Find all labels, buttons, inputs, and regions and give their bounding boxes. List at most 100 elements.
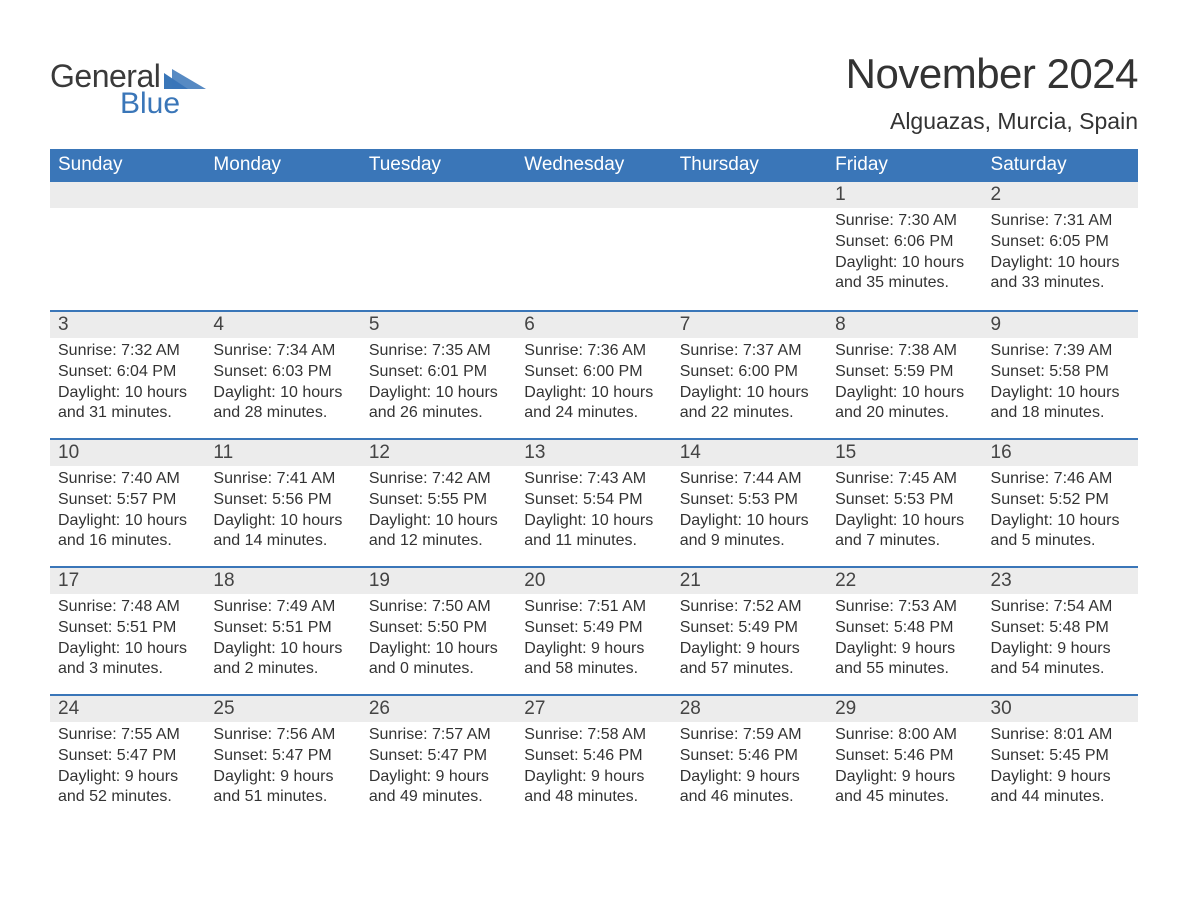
day-details: Sunrise: 8:00 AMSunset: 5:46 PMDaylight:…	[827, 722, 982, 820]
daylight-text: Daylight: 9 hours and 44 minutes.	[991, 767, 1130, 809]
daylight-text: Daylight: 10 hours and 22 minutes.	[680, 383, 819, 425]
day-number: 24	[50, 696, 205, 722]
calendar-header-cell: Wednesday	[516, 149, 671, 182]
sunset-text: Sunset: 5:49 PM	[680, 618, 819, 639]
sunset-text: Sunset: 5:46 PM	[680, 746, 819, 767]
daylight-text: Daylight: 10 hours and 9 minutes.	[680, 511, 819, 553]
daylight-text: Daylight: 10 hours and 26 minutes.	[369, 383, 508, 425]
sunrise-text: Sunrise: 7:55 AM	[58, 725, 197, 746]
calendar-day-cell: 10Sunrise: 7:40 AMSunset: 5:57 PMDayligh…	[50, 440, 205, 566]
daylight-text: Daylight: 10 hours and 11 minutes.	[524, 511, 663, 553]
calendar-day-cell: 23Sunrise: 7:54 AMSunset: 5:48 PMDayligh…	[983, 568, 1138, 694]
daylight-text: Daylight: 9 hours and 49 minutes.	[369, 767, 508, 809]
day-details: Sunrise: 7:45 AMSunset: 5:53 PMDaylight:…	[827, 466, 982, 564]
calendar-day-cell: 24Sunrise: 7:55 AMSunset: 5:47 PMDayligh…	[50, 696, 205, 822]
logo-triangle-icon	[164, 69, 206, 89]
calendar-day-cell	[205, 182, 360, 310]
calendar-day-cell: 22Sunrise: 7:53 AMSunset: 5:48 PMDayligh…	[827, 568, 982, 694]
sunrise-text: Sunrise: 7:40 AM	[58, 469, 197, 490]
daylight-text: Daylight: 9 hours and 54 minutes.	[991, 639, 1130, 681]
day-details: Sunrise: 7:41 AMSunset: 5:56 PMDaylight:…	[205, 466, 360, 564]
sunset-text: Sunset: 5:55 PM	[369, 490, 508, 511]
day-details: Sunrise: 7:30 AMSunset: 6:06 PMDaylight:…	[827, 208, 982, 306]
sunrise-text: Sunrise: 7:57 AM	[369, 725, 508, 746]
day-number: 18	[205, 568, 360, 594]
calendar-day-cell: 21Sunrise: 7:52 AMSunset: 5:49 PMDayligh…	[672, 568, 827, 694]
day-details: Sunrise: 7:31 AMSunset: 6:05 PMDaylight:…	[983, 208, 1138, 306]
sunset-text: Sunset: 5:58 PM	[991, 362, 1130, 383]
calendar-day-cell	[516, 182, 671, 310]
sunset-text: Sunset: 6:00 PM	[524, 362, 663, 383]
sunrise-text: Sunrise: 7:59 AM	[680, 725, 819, 746]
calendar-week-row: 17Sunrise: 7:48 AMSunset: 5:51 PMDayligh…	[50, 566, 1138, 694]
daylight-text: Daylight: 10 hours and 12 minutes.	[369, 511, 508, 553]
day-number: 2	[983, 182, 1138, 208]
day-details: Sunrise: 7:57 AMSunset: 5:47 PMDaylight:…	[361, 722, 516, 820]
day-number: 20	[516, 568, 671, 594]
sunset-text: Sunset: 5:51 PM	[213, 618, 352, 639]
day-number: 23	[983, 568, 1138, 594]
calendar-day-cell: 1Sunrise: 7:30 AMSunset: 6:06 PMDaylight…	[827, 182, 982, 310]
calendar-day-cell: 2Sunrise: 7:31 AMSunset: 6:05 PMDaylight…	[983, 182, 1138, 310]
calendar-week-row: 10Sunrise: 7:40 AMSunset: 5:57 PMDayligh…	[50, 438, 1138, 566]
sunrise-text: Sunrise: 7:53 AM	[835, 597, 974, 618]
day-details: Sunrise: 7:44 AMSunset: 5:53 PMDaylight:…	[672, 466, 827, 564]
calendar-grid: SundayMondayTuesdayWednesdayThursdayFrid…	[50, 149, 1138, 822]
sunset-text: Sunset: 5:51 PM	[58, 618, 197, 639]
sunrise-text: Sunrise: 7:49 AM	[213, 597, 352, 618]
day-details: Sunrise: 7:39 AMSunset: 5:58 PMDaylight:…	[983, 338, 1138, 436]
sunset-text: Sunset: 5:46 PM	[835, 746, 974, 767]
daylight-text: Daylight: 9 hours and 57 minutes.	[680, 639, 819, 681]
day-number: 26	[361, 696, 516, 722]
day-number: 11	[205, 440, 360, 466]
calendar-day-cell: 30Sunrise: 8:01 AMSunset: 5:45 PMDayligh…	[983, 696, 1138, 822]
sunrise-text: Sunrise: 7:34 AM	[213, 341, 352, 362]
calendar-day-cell: 8Sunrise: 7:38 AMSunset: 5:59 PMDaylight…	[827, 312, 982, 438]
sunset-text: Sunset: 5:47 PM	[58, 746, 197, 767]
day-number: 21	[672, 568, 827, 594]
day-number: 15	[827, 440, 982, 466]
calendar-header-cell: Monday	[205, 149, 360, 182]
day-number: 27	[516, 696, 671, 722]
day-details: Sunrise: 7:54 AMSunset: 5:48 PMDaylight:…	[983, 594, 1138, 692]
sunrise-text: Sunrise: 7:44 AM	[680, 469, 819, 490]
calendar-week-row: 1Sunrise: 7:30 AMSunset: 6:06 PMDaylight…	[50, 182, 1138, 310]
daylight-text: Daylight: 10 hours and 16 minutes.	[58, 511, 197, 553]
day-number: 9	[983, 312, 1138, 338]
day-details: Sunrise: 7:34 AMSunset: 6:03 PMDaylight:…	[205, 338, 360, 436]
day-details: Sunrise: 7:37 AMSunset: 6:00 PMDaylight:…	[672, 338, 827, 436]
day-details: Sunrise: 7:56 AMSunset: 5:47 PMDaylight:…	[205, 722, 360, 820]
day-number: 5	[361, 312, 516, 338]
daylight-text: Daylight: 10 hours and 18 minutes.	[991, 383, 1130, 425]
calendar-day-cell	[50, 182, 205, 310]
day-number: 19	[361, 568, 516, 594]
calendar-day-cell: 4Sunrise: 7:34 AMSunset: 6:03 PMDaylight…	[205, 312, 360, 438]
daylight-text: Daylight: 9 hours and 52 minutes.	[58, 767, 197, 809]
calendar-day-cell	[361, 182, 516, 310]
daylight-text: Daylight: 10 hours and 31 minutes.	[58, 383, 197, 425]
day-number: 6	[516, 312, 671, 338]
sunrise-text: Sunrise: 7:36 AM	[524, 341, 663, 362]
daylight-text: Daylight: 10 hours and 24 minutes.	[524, 383, 663, 425]
calendar-header-cell: Friday	[827, 149, 982, 182]
day-details: Sunrise: 7:53 AMSunset: 5:48 PMDaylight:…	[827, 594, 982, 692]
day-number	[205, 182, 360, 208]
day-details: Sunrise: 7:55 AMSunset: 5:47 PMDaylight:…	[50, 722, 205, 820]
sunrise-text: Sunrise: 7:42 AM	[369, 469, 508, 490]
day-details: Sunrise: 7:42 AMSunset: 5:55 PMDaylight:…	[361, 466, 516, 564]
daylight-text: Daylight: 10 hours and 0 minutes.	[369, 639, 508, 681]
day-details: Sunrise: 7:36 AMSunset: 6:00 PMDaylight:…	[516, 338, 671, 436]
calendar-day-cell: 26Sunrise: 7:57 AMSunset: 5:47 PMDayligh…	[361, 696, 516, 822]
day-number: 29	[827, 696, 982, 722]
daylight-text: Daylight: 10 hours and 7 minutes.	[835, 511, 974, 553]
day-details: Sunrise: 8:01 AMSunset: 5:45 PMDaylight:…	[983, 722, 1138, 820]
calendar-day-cell: 19Sunrise: 7:50 AMSunset: 5:50 PMDayligh…	[361, 568, 516, 694]
calendar-day-cell: 20Sunrise: 7:51 AMSunset: 5:49 PMDayligh…	[516, 568, 671, 694]
day-number	[361, 182, 516, 208]
sunset-text: Sunset: 6:05 PM	[991, 232, 1130, 253]
sunset-text: Sunset: 5:56 PM	[213, 490, 352, 511]
sunset-text: Sunset: 5:47 PM	[369, 746, 508, 767]
calendar-day-cell: 13Sunrise: 7:43 AMSunset: 5:54 PMDayligh…	[516, 440, 671, 566]
day-details: Sunrise: 7:32 AMSunset: 6:04 PMDaylight:…	[50, 338, 205, 436]
logo: General Blue	[50, 58, 206, 121]
